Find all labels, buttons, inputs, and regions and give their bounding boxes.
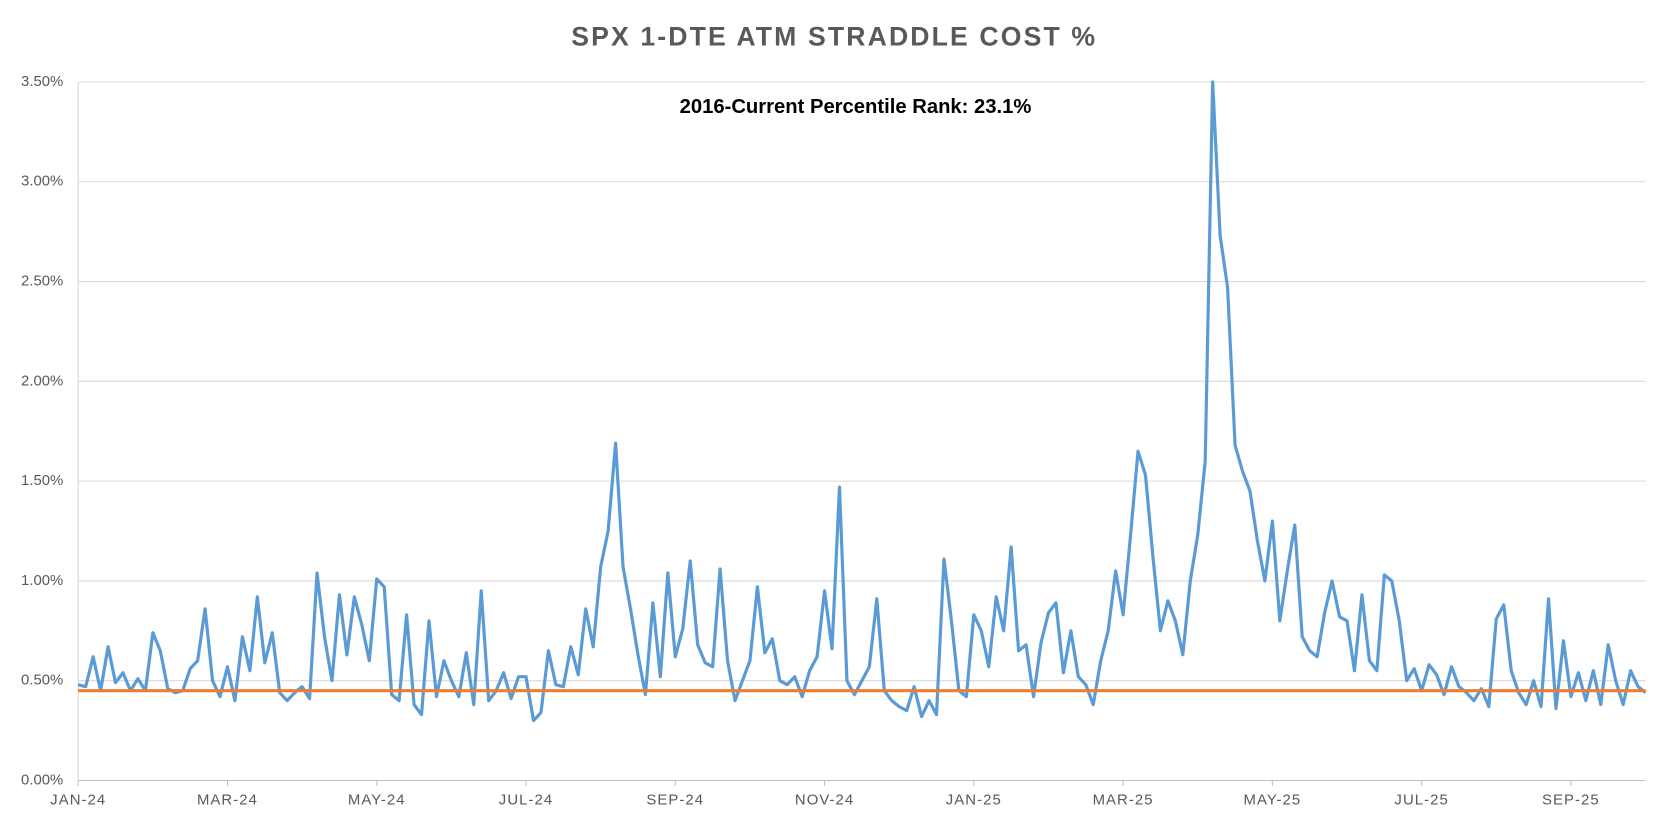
y-tick-label: 3.50%	[21, 74, 63, 90]
y-tick-label: 3.00%	[21, 174, 63, 190]
y-tick-label: 0.50%	[21, 673, 63, 689]
x-tick-label: MAR-24	[197, 793, 258, 809]
y-tick-label: 2.50%	[21, 273, 63, 289]
x-tick-label: JAN-24	[50, 793, 106, 809]
x-tick-label: JUL-24	[499, 793, 553, 809]
x-tick-label: MAY-24	[348, 793, 406, 809]
y-tick-label: 0.00%	[21, 772, 63, 788]
x-tick-label: JAN-25	[946, 793, 1002, 809]
x-tick-label: JUL-25	[1394, 793, 1448, 809]
annotation: 2016-Current Percentile Rank: 23.1%	[680, 96, 1032, 118]
x-tick-label: NOV-24	[795, 793, 854, 809]
y-tick-label: 2.00%	[21, 373, 63, 389]
x-tick-label: MAR-25	[1093, 793, 1154, 809]
y-tick-label: 1.50%	[21, 473, 63, 489]
x-tick-label: SEP-24	[646, 793, 704, 809]
y-tick-label: 1.00%	[21, 573, 63, 589]
chart-title: SPX 1-DTE ATM STRADDLE COST %	[571, 21, 1097, 51]
data-line	[77, 80, 1647, 723]
x-tick-label: SEP-25	[1542, 793, 1600, 809]
x-tick-label: MAY-25	[1244, 793, 1302, 809]
